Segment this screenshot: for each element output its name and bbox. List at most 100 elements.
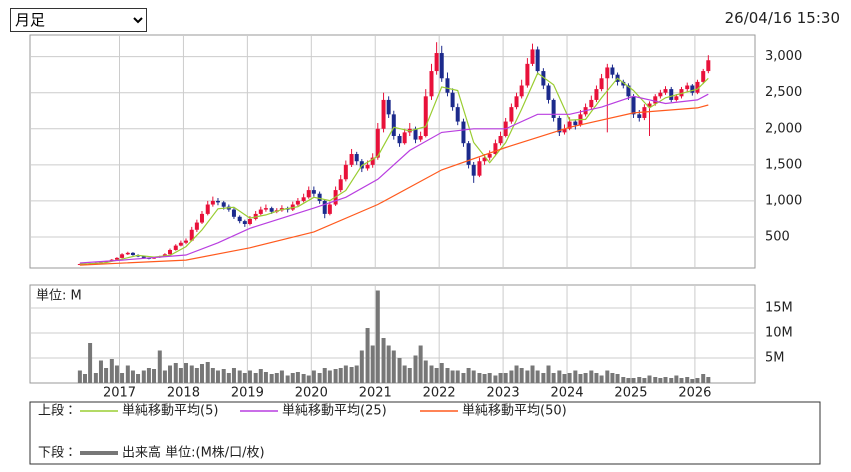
volume-bar (269, 374, 274, 383)
candle-body (562, 128, 567, 133)
volume-bar (333, 369, 338, 383)
candle-body (530, 49, 535, 64)
price-frame (29, 34, 756, 269)
candle-body (461, 121, 466, 144)
candle-body (215, 200, 220, 203)
legend-label: 単純移動平均(50) (462, 403, 567, 419)
volume-bar (338, 368, 343, 383)
candle-body (242, 221, 247, 224)
candle-body (663, 89, 668, 93)
candle-body (429, 71, 434, 97)
candle-body (695, 81, 700, 93)
candle-body (605, 67, 610, 79)
period-select[interactable]: 月足 (10, 8, 147, 32)
candle-body (370, 157, 375, 165)
candle-body (359, 161, 364, 169)
candle-body (247, 218, 252, 224)
volume-bar (125, 365, 130, 383)
moving-average-line (79, 93, 709, 264)
candle-body (168, 249, 173, 255)
candle-body (375, 128, 380, 158)
candle-body (365, 164, 370, 169)
candle-body (349, 154, 354, 165)
x-tick-label: 2019 (231, 386, 264, 401)
candle-body (418, 135, 423, 140)
candle-body (205, 204, 210, 214)
candle-body (231, 209, 236, 217)
candle-body (653, 96, 658, 104)
y-tick-label: 2,500 (765, 85, 802, 100)
candle-body (120, 254, 125, 258)
volume-bar (626, 378, 631, 383)
candle-body (311, 190, 316, 194)
candle-body (509, 107, 514, 122)
candle-body (466, 143, 471, 165)
volume-bar (530, 365, 535, 383)
volume-bar (354, 365, 359, 383)
volume-bar (413, 355, 418, 383)
candle-body (173, 245, 178, 250)
volume-bar (253, 373, 258, 383)
volume-bar (594, 373, 599, 383)
candle-body (269, 208, 274, 212)
volume-bar (466, 368, 471, 383)
candle-body (423, 96, 428, 136)
volume-bar (194, 368, 199, 383)
volume-bar (210, 368, 215, 383)
candle-body (498, 135, 503, 144)
volume-bar (599, 375, 604, 383)
candle-body (338, 179, 343, 191)
volume-bar (231, 368, 236, 383)
volume-bar (120, 373, 125, 383)
candle-body (439, 53, 444, 79)
volume-bar (381, 338, 386, 383)
candle-body (626, 85, 631, 97)
volume-bar (477, 373, 482, 383)
candle-body (514, 96, 519, 108)
volume-bar (311, 370, 316, 383)
volume-bar (615, 374, 620, 383)
volume-bar (679, 378, 684, 383)
volume-bar (114, 365, 119, 383)
candle-body (391, 114, 396, 136)
x-tick-label: 2023 (487, 386, 520, 401)
candle-body (258, 209, 263, 214)
candle-body (647, 103, 652, 108)
volume-bar (215, 370, 220, 383)
volume-bar (631, 378, 636, 383)
candle-body (493, 143, 498, 155)
candle-body (189, 229, 194, 241)
candle-body (519, 85, 524, 97)
volume-unit: 単位: M (36, 288, 82, 304)
legend-label: 出来高 単位:(M株/口/枚) (122, 445, 265, 461)
y-tick-label: 15M (765, 301, 793, 316)
volume-bar (141, 370, 146, 383)
volume-bar (407, 368, 412, 383)
candle-body (685, 85, 690, 90)
candle-body (386, 99, 391, 115)
candle-body (194, 222, 199, 230)
volume-bar (498, 373, 503, 383)
volume-bar (621, 377, 626, 383)
volume-bar (509, 370, 514, 383)
volume-bar (322, 368, 327, 383)
candle-body (637, 114, 642, 118)
candle-body (263, 208, 268, 210)
volume-bar (658, 378, 663, 383)
volume-bar (290, 373, 295, 383)
candle-body (679, 89, 684, 97)
volume-bar (365, 328, 370, 383)
candle-body (621, 81, 626, 86)
volume-bar (557, 370, 562, 383)
volume-bar (189, 365, 194, 383)
volume-bar (514, 365, 519, 383)
y-tick-label: 2,000 (765, 121, 802, 136)
candle-body (237, 216, 242, 222)
y-tick-label: 10M (765, 326, 793, 341)
candle-body (295, 200, 300, 205)
x-tick-label: 2025 (614, 386, 647, 401)
candle-body (610, 67, 615, 75)
candle-body (141, 256, 146, 258)
x-tick-label: 2018 (167, 386, 200, 401)
volume-bar (434, 368, 439, 383)
